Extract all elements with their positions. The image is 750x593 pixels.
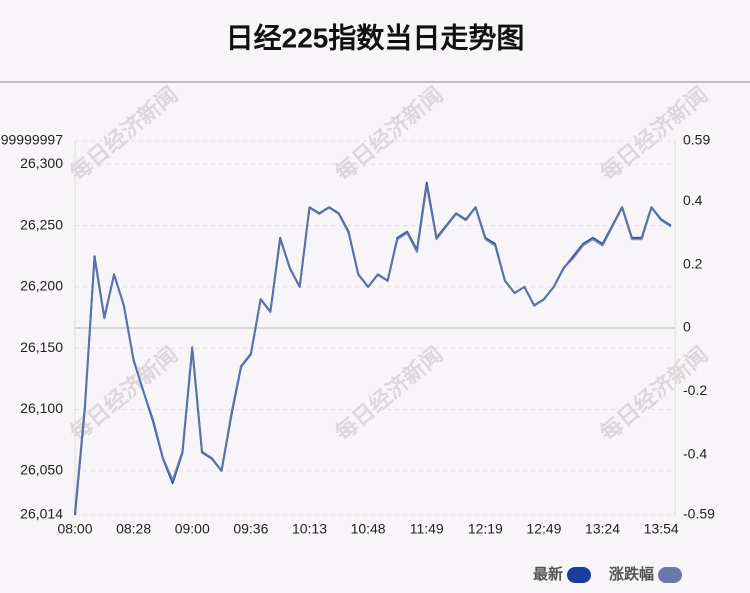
x-tick-label: 12:49 [526,521,561,537]
legend-swatch [567,567,592,583]
chart-title: 日经225指数当日走势图 [226,21,525,53]
watermark: 每日经济新闻 [330,342,447,446]
y-tick-label: 26,100 [20,400,63,416]
x-tick-label: 09:00 [175,521,210,537]
y-tick-label: 26,014 [20,506,63,522]
legend-label: 涨跌幅 [609,565,654,583]
y2-tick-label: 0 [683,319,691,335]
x-tick-label: 08:00 [57,521,92,537]
y-tick-label: 26,150 [20,339,63,355]
x-tick-label: 09:36 [233,521,268,537]
y-tick-label: 26,318.9999999997 [0,132,63,148]
price-line [74,184,672,512]
x-tick-label: 13:24 [585,521,620,537]
y2-tick-label: 0.4 [683,192,703,208]
x-tick-label: 11:49 [410,521,444,537]
legend-swatch [658,567,683,583]
x-tick-label: 13:54 [644,521,679,537]
x-tick-label: 10:13 [292,521,327,537]
y2-tick-label: 0.59 [683,132,710,148]
x-tick-label: 10:48 [351,521,386,537]
y-tick-label: 26,200 [20,278,63,294]
watermark: 每日经济新闻 [330,82,447,186]
y-tick-label: 26,250 [20,216,63,232]
watermark: 每日经济新闻 [65,82,182,186]
y2-tick-label: -0.2 [683,382,707,398]
x-tick-label: 12:19 [468,521,503,537]
y-tick-label: 26,300 [20,155,63,171]
y2-tick-label: -0.59 [683,506,715,522]
legend-label: 最新 [533,565,563,583]
y-tick-label: 26,050 [20,462,63,478]
x-tick-label: 08:28 [116,521,151,537]
y2-tick-label: -0.4 [683,445,707,461]
y2-tick-label: 0.2 [683,255,703,271]
watermarks: 每日经济新闻 每日经济新闻 每日经济新闻 每日经济新闻 每日经济新闻 每日经济新… [65,82,712,446]
